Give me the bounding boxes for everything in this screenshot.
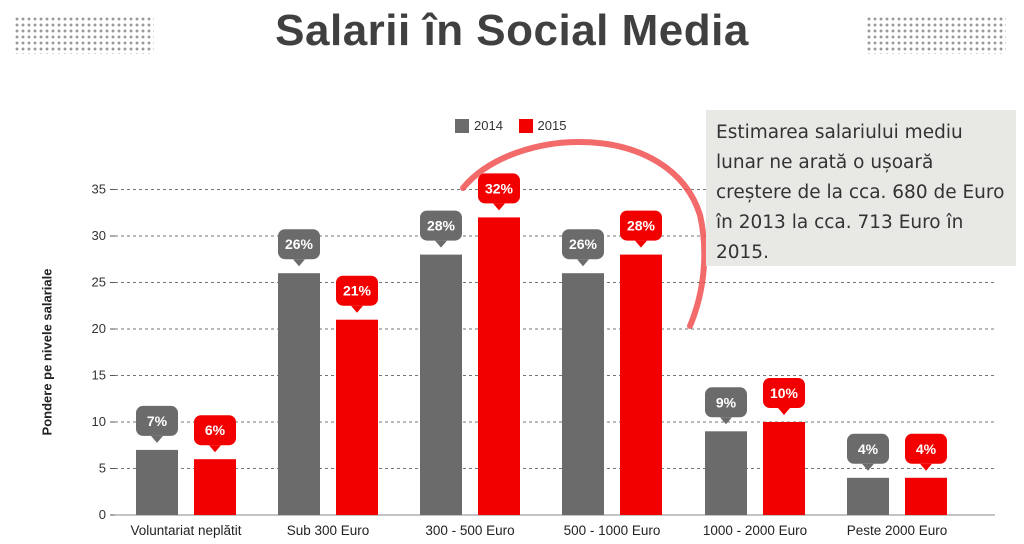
data-label-pointer bbox=[351, 305, 363, 313]
y-tick-label: 10 bbox=[92, 414, 106, 429]
bar bbox=[620, 254, 662, 515]
data-label-bubble bbox=[847, 433, 889, 464]
data-label-pointer bbox=[577, 259, 589, 267]
data-label: 28% bbox=[627, 218, 656, 234]
legend-item-2014: 2014 bbox=[455, 118, 503, 133]
highlight-arc bbox=[460, 138, 708, 329]
y-tick-label: 20 bbox=[92, 321, 106, 336]
page-title: Salarii în Social Media bbox=[275, 6, 749, 55]
data-label-pointer bbox=[493, 203, 505, 211]
data-label-bubble bbox=[136, 405, 178, 436]
bar bbox=[562, 273, 604, 515]
y-tick-label: 30 bbox=[92, 228, 106, 243]
y-tick-label: 15 bbox=[92, 368, 106, 383]
y-tick-label: 5 bbox=[99, 461, 106, 476]
data-label: 6% bbox=[205, 422, 226, 438]
chart-legend: 2014 2015 bbox=[455, 118, 578, 136]
data-label-bubble bbox=[194, 415, 236, 446]
bar bbox=[847, 477, 889, 515]
y-tick-label: 25 bbox=[92, 275, 106, 290]
data-label-bubble bbox=[905, 433, 947, 464]
bar bbox=[478, 217, 520, 515]
data-label-pointer bbox=[635, 240, 647, 248]
x-tick-label: Voluntariat neplătit bbox=[130, 523, 241, 538]
bar bbox=[278, 273, 320, 515]
legend-swatch-2014 bbox=[455, 118, 469, 133]
bar bbox=[420, 254, 462, 515]
y-axis-label: Pondere pe nivele salariale bbox=[39, 268, 55, 436]
legend-swatch-2015 bbox=[518, 118, 533, 133]
data-label: 7% bbox=[147, 413, 168, 429]
legend-label-2014: 2014 bbox=[474, 118, 503, 133]
bar bbox=[705, 431, 747, 515]
data-label-bubble bbox=[562, 229, 604, 260]
bar bbox=[136, 449, 178, 515]
x-tick-label: 300 - 500 Euro bbox=[425, 523, 514, 538]
salary-estimate-callout: Estimarea salariului mediu lunar ne arat… bbox=[706, 110, 1016, 266]
data-label: 4% bbox=[916, 441, 937, 457]
dot-pattern-right bbox=[866, 16, 1006, 54]
bar bbox=[763, 422, 805, 515]
data-label-pointer bbox=[862, 463, 874, 471]
legend-item-2015: 2015 bbox=[518, 118, 567, 133]
data-label-bubble bbox=[705, 387, 747, 418]
data-label-bubble bbox=[620, 210, 662, 241]
data-label-bubble bbox=[763, 378, 805, 408]
bar bbox=[905, 477, 947, 515]
data-label: 4% bbox=[858, 441, 879, 457]
data-label-pointer bbox=[920, 463, 932, 471]
data-label: 32% bbox=[485, 180, 514, 196]
dot-pattern-left bbox=[14, 16, 154, 54]
data-label: 10% bbox=[770, 385, 799, 401]
x-tick-label: 500 - 1000 Euro bbox=[564, 523, 661, 538]
data-label: 26% bbox=[569, 236, 598, 252]
x-tick-label: 1000 - 2000 Euro bbox=[703, 523, 807, 538]
x-tick-label: Sub 300 Euro bbox=[287, 523, 370, 538]
data-label: 28% bbox=[427, 218, 456, 234]
bar bbox=[194, 459, 236, 515]
data-label-pointer bbox=[209, 445, 221, 453]
data-label: 9% bbox=[716, 394, 737, 410]
data-label-bubble bbox=[336, 275, 378, 306]
y-tick-label: 0 bbox=[99, 507, 106, 522]
y-tick-label: 35 bbox=[92, 182, 106, 197]
data-label: 21% bbox=[343, 283, 372, 299]
data-label-pointer bbox=[151, 435, 163, 443]
x-tick-label: Peste 2000 Euro bbox=[847, 523, 948, 538]
legend-label-2015: 2015 bbox=[537, 118, 567, 133]
bar bbox=[336, 319, 378, 515]
data-label-pointer bbox=[435, 240, 447, 248]
data-label-bubble bbox=[478, 173, 520, 204]
data-label-bubble bbox=[420, 210, 462, 241]
data-label-pointer bbox=[778, 408, 790, 415]
data-label: 26% bbox=[285, 236, 314, 252]
data-label-bubble bbox=[278, 229, 320, 260]
data-label-pointer bbox=[720, 417, 732, 425]
data-label-pointer bbox=[293, 259, 305, 267]
